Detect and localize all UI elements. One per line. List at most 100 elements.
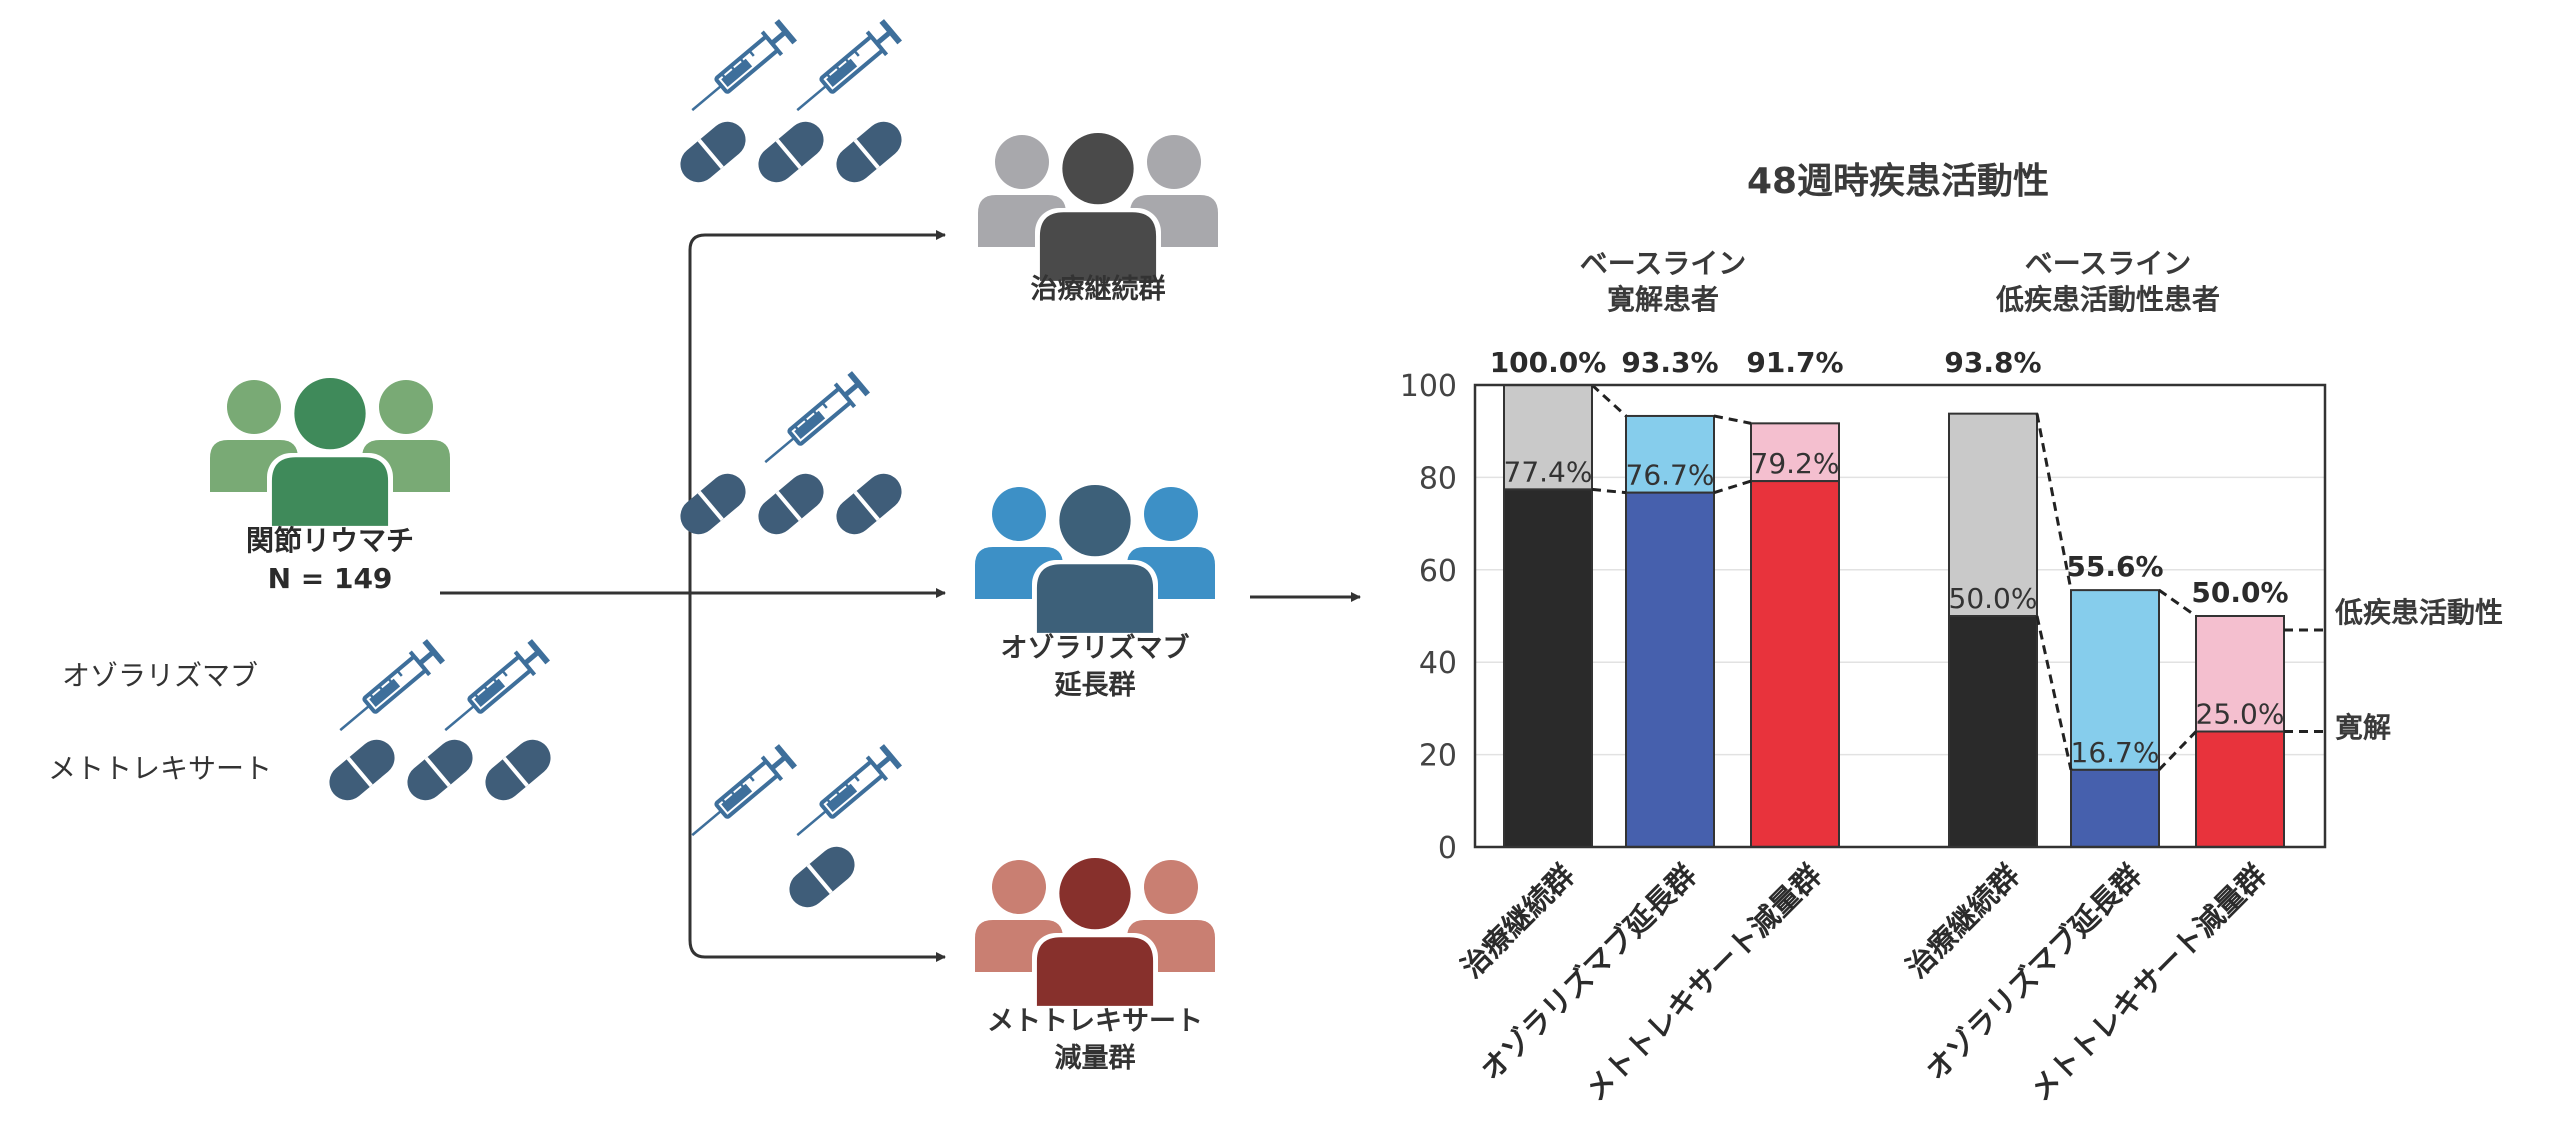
connector-remission <box>1713 479 1752 495</box>
remission-value-label: 76.7% <box>1626 459 1715 492</box>
bar-chart: 0 20 40 60 80 100 77.4% 100.0% 治療継続群 76.7% 93.3% オゾ… <box>1400 346 2327 1108</box>
remission-value-label: 50.0% <box>1949 582 2038 615</box>
connector-low-activity <box>2158 588 2197 618</box>
total-value-label: 93.3% <box>1621 346 1718 379</box>
bar-low-activity <box>2195 615 2285 733</box>
y-tick-label: 100 <box>1400 369 1457 404</box>
connector-low-activity <box>1713 414 1752 425</box>
pill-icon <box>836 473 902 535</box>
y-tick-label: 80 <box>1419 461 1457 496</box>
randomization-arrows <box>440 230 1361 962</box>
total-value-label: 55.6% <box>2066 550 2163 583</box>
bar-low-activity <box>1625 414 1715 494</box>
connector-remission <box>2035 615 2073 771</box>
total-value-label: 50.0% <box>2191 576 2288 609</box>
arm-group-icon <box>978 130 1218 290</box>
pill-icon <box>758 473 824 535</box>
baseline-medication-icons <box>329 639 551 801</box>
legend-remission: 寛解 <box>2335 711 2391 744</box>
population-label: 関節リウマチ <box>246 524 414 557</box>
group2-title-line2: 低疾患活動性患者 <box>1995 283 2220 316</box>
total-value-label: 100.0% <box>1490 346 1607 379</box>
person-right-icon <box>1130 135 1218 247</box>
pill-icon <box>680 121 746 183</box>
remission-value-label: 25.0% <box>2196 698 2285 731</box>
connector-remission <box>2157 730 2198 771</box>
bar-low-activity <box>2070 589 2160 771</box>
pill-icon <box>680 473 746 535</box>
chart-title: 48週時疾患活動性 <box>1747 161 2049 202</box>
pill-icon <box>758 121 824 183</box>
y-tick-label: 0 <box>1438 831 1457 866</box>
x-category-label: 治療継続群 <box>1454 858 1581 985</box>
total-value-label: 93.8% <box>1944 346 2041 379</box>
arm-label: オゾラリズマブ <box>1001 632 1190 664</box>
bar-remission <box>1948 615 2038 848</box>
pill-icon <box>407 739 473 801</box>
connector-remission <box>1591 487 1627 495</box>
syringe-icon <box>691 19 798 112</box>
drug1-label: オゾラリズマブ <box>62 659 258 692</box>
arm-label: メトトレキサート <box>987 1006 1203 1037</box>
person-center-icon <box>1035 130 1161 290</box>
syringe-icon <box>796 19 903 112</box>
person-center-figure <box>1039 133 1157 281</box>
person-center-icon <box>267 375 393 535</box>
syringe-icon <box>796 744 903 837</box>
person-center-icon <box>1032 855 1158 1015</box>
bar-group-1: 77.4% 100.0% 治療継続群 76.7% 93.3% オゾラリズマブ延長群 79.2… <box>1454 346 1843 1108</box>
x-category-label: メトトレキサート減量群 <box>1578 858 1828 1108</box>
arm-group-icon <box>975 855 1215 1015</box>
syringe-icon <box>339 639 446 732</box>
arm-label: 治療継続群 <box>1031 273 1166 305</box>
x-category-label: オゾラリズマブ延長群 <box>1919 858 2148 1087</box>
bar-remission <box>1750 480 1840 848</box>
bar-remission <box>1625 491 1715 848</box>
bar-group-2: 50.0% 93.8% 治療継続群 16.7% 55.6% オゾラリズマブ延長群 25.0%… <box>1899 346 2288 1108</box>
y-tick-label: 20 <box>1419 739 1457 774</box>
connector-low-activity <box>1590 383 1628 418</box>
person-center-icon <box>1032 482 1158 642</box>
y-tick-label: 40 <box>1419 646 1457 681</box>
arm-group-icon <box>975 482 1215 642</box>
syringe-icon <box>764 371 871 464</box>
x-category-label: メトトレキサート減量群 <box>2023 858 2273 1108</box>
pill-icon <box>789 846 855 908</box>
group2-title-line1: ベースライン <box>2025 247 2192 280</box>
connector-low-activity <box>2035 413 2073 591</box>
arrow-to-continuation-group <box>688 230 946 593</box>
bar-remission <box>1503 488 1593 848</box>
arrow-to-methotrexate-group <box>688 593 946 962</box>
pill-icon <box>485 739 551 801</box>
arm-1: 治療継続群 <box>680 19 1218 305</box>
remission-value-label: 16.7% <box>2071 736 2160 769</box>
arm-label-line2: 減量群 <box>1055 1043 1136 1074</box>
remission-value-label: 79.2% <box>1751 447 1840 480</box>
person-center-figure <box>271 378 389 526</box>
x-category-label: オゾラリズマブ延長群 <box>1474 858 1703 1087</box>
group1-title-line2: 寛解患者 <box>1607 283 1719 316</box>
arm-label-line2: 延長群 <box>1054 670 1136 701</box>
person-center-figure <box>1036 858 1154 1006</box>
baseline-patient-group-icon <box>210 375 450 535</box>
y-tick-label: 60 <box>1419 554 1457 589</box>
bar-remission <box>2195 730 2285 848</box>
n-label: N = 149 <box>268 562 393 595</box>
drug2-label: メトトレキサート <box>48 752 272 785</box>
arm-3: メトトレキサート減量群 <box>691 744 1215 1074</box>
remission-value-label: 77.4% <box>1504 455 1593 488</box>
plot-frame <box>1473 383 2327 849</box>
syringe-icon <box>444 639 551 732</box>
group1-title-line1: ベースライン <box>1580 247 1747 280</box>
pill-icon <box>836 121 902 183</box>
arm-2: オゾラリズマブ延長群 <box>680 371 1215 701</box>
syringe-icon <box>691 744 798 837</box>
baseline-group-icon <box>210 375 450 535</box>
person-center-figure <box>1036 485 1154 633</box>
x-category-label: 治療継続群 <box>1899 858 2026 985</box>
pill-icon <box>329 739 395 801</box>
total-value-label: 91.7% <box>1746 346 1843 379</box>
